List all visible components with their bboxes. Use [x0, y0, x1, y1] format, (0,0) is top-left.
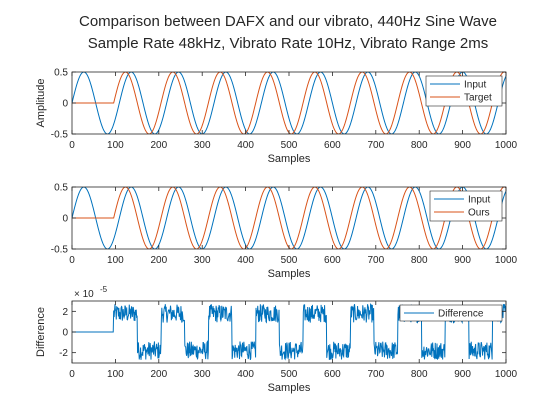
x-tick-label: 500: [281, 255, 298, 266]
subplot-3: 0 100 200 300 400 500 600 700 800 900 1000-202Samp…: [35, 285, 518, 394]
x-tick-label: 100: [107, 140, 124, 151]
x-tick-label: 300: [194, 369, 211, 380]
legend-box: [429, 190, 503, 222]
x-tick-label: 200: [150, 255, 167, 266]
y-tick-label: -0.5: [51, 130, 69, 141]
x-tick-label: 400: [237, 140, 254, 151]
x-tick-label: 0: [69, 255, 75, 266]
x-tick-label: 900: [454, 369, 471, 380]
x-axis-label: Samples: [268, 268, 311, 280]
series-input-line: [72, 72, 506, 134]
x-tick-label: 200: [150, 369, 167, 380]
legend: Input Target: [425, 75, 503, 107]
x-tick-label: 700: [367, 255, 384, 266]
x-tick-label: 300: [194, 255, 211, 266]
y-exponent-value: -5: [100, 285, 108, 294]
y-tick-label: -2: [59, 348, 68, 359]
x-axis-label: Samples: [268, 382, 311, 394]
x-tick-label: 500: [281, 140, 298, 151]
y-exponent-label: × 10: [74, 289, 94, 300]
legend: Input Ours: [429, 190, 503, 222]
y-tick-label: 0.5: [54, 183, 68, 194]
figure-title-line2: Sample Rate 48kHz, Vibrato Rate 10Hz, Vi…: [88, 35, 489, 52]
x-tick-label: 400: [237, 255, 254, 266]
legend-label-ours: Ours: [468, 208, 490, 219]
x-axis-label: Samples: [268, 153, 311, 165]
legend: Difference: [399, 304, 503, 322]
figure-title-line1: Comparison between DAFX and our vibrato,…: [79, 13, 497, 30]
y-tick-label: 0.5: [54, 68, 68, 79]
x-tick-label: 500: [281, 369, 298, 380]
legend-box: [399, 304, 503, 322]
y-tick-label: 2: [62, 307, 68, 318]
x-tick-label: 700: [367, 369, 384, 380]
subplot-1: 0 100 200 300 400 500 600 700 800 900 1000-0.500.5…: [35, 68, 518, 166]
legend-label-target: Target: [464, 93, 492, 104]
x-tick-label: 1000: [495, 369, 518, 380]
legend-box: [425, 75, 503, 107]
x-tick-label: 0: [69, 369, 75, 380]
y-tick-label: 0: [62, 214, 68, 225]
y-axis-label: Difference: [35, 307, 47, 357]
x-tick-label: 600: [324, 255, 341, 266]
series-input-line: [72, 187, 506, 249]
y-tick-label: 0: [62, 99, 68, 110]
x-tick-label: 1000: [495, 140, 518, 151]
x-tick-label: 900: [454, 140, 471, 151]
x-tick-label: 800: [411, 369, 428, 380]
y-tick-label: 0: [62, 328, 68, 339]
x-tick-label: 100: [107, 255, 124, 266]
y-tick-label: -0.5: [51, 245, 69, 256]
x-tick-label: 600: [324, 369, 341, 380]
subplot-2: 0 100 200 300 400 500 600 700 800 900 1000-0.500.5…: [51, 183, 518, 281]
x-tick-label: 400: [237, 369, 254, 380]
x-tick-label: 0: [69, 140, 75, 151]
x-tick-label: 800: [411, 255, 428, 266]
legend-label-difference: Difference: [438, 309, 484, 320]
x-tick-label: 700: [367, 140, 384, 151]
x-tick-label: 200: [150, 140, 167, 151]
x-tick-label: 100: [107, 369, 124, 380]
x-tick-label: 300: [194, 140, 211, 151]
x-tick-label: 900: [454, 255, 471, 266]
y-axis-label: Amplitude: [35, 79, 47, 128]
legend-label-input: Input: [468, 195, 490, 206]
plots-container: 0 100 200 300 400 500 600 700 800 900 1000-0.500.5…: [35, 68, 518, 395]
legend-label-input: Input: [464, 80, 486, 91]
x-tick-label: 1000: [495, 255, 518, 266]
x-tick-label: 800: [411, 140, 428, 151]
x-tick-label: 600: [324, 140, 341, 151]
series-difference-line: [72, 303, 506, 361]
